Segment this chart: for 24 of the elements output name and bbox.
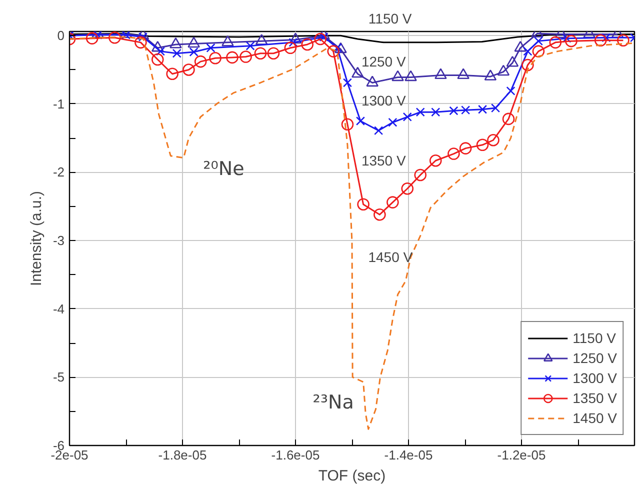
annotation: 1350 V (361, 152, 406, 169)
x-tick-label: -1.8e-05 (158, 448, 207, 462)
y-tick-label: -1 (52, 96, 65, 112)
legend-label: 1350 V (572, 390, 617, 406)
annotation: ²³Na (312, 391, 354, 414)
text: 1150 V (368, 10, 412, 26)
annotation: ²⁰Ne (203, 158, 244, 180)
y-tick-label: -4 (52, 301, 65, 316)
legend-label: 1450 V (572, 410, 617, 426)
y-tick-label: -3 (52, 233, 65, 248)
x-axis-title: TOF (sec) (318, 468, 386, 484)
annotation: 1300 V (361, 92, 406, 109)
legend-label: 1250 V (572, 350, 617, 366)
y-tick-label: -5 (52, 370, 65, 385)
legend-label: 1150 V (572, 330, 616, 346)
legend-label: 1300 V (572, 370, 617, 386)
y-axis-title: Intensity (a.u.) (28, 190, 45, 286)
y-tick-label: -2 (52, 164, 65, 180)
annotation: 1250 V (361, 54, 406, 70)
x-tick-label: -1.2e-05 (497, 448, 546, 462)
x-tick-label: -1.4e-05 (384, 448, 433, 462)
annotation: 1450 V (368, 249, 414, 266)
y-tick-label: 0 (57, 28, 65, 44)
x-tick-label: -1.6e-05 (271, 448, 320, 462)
